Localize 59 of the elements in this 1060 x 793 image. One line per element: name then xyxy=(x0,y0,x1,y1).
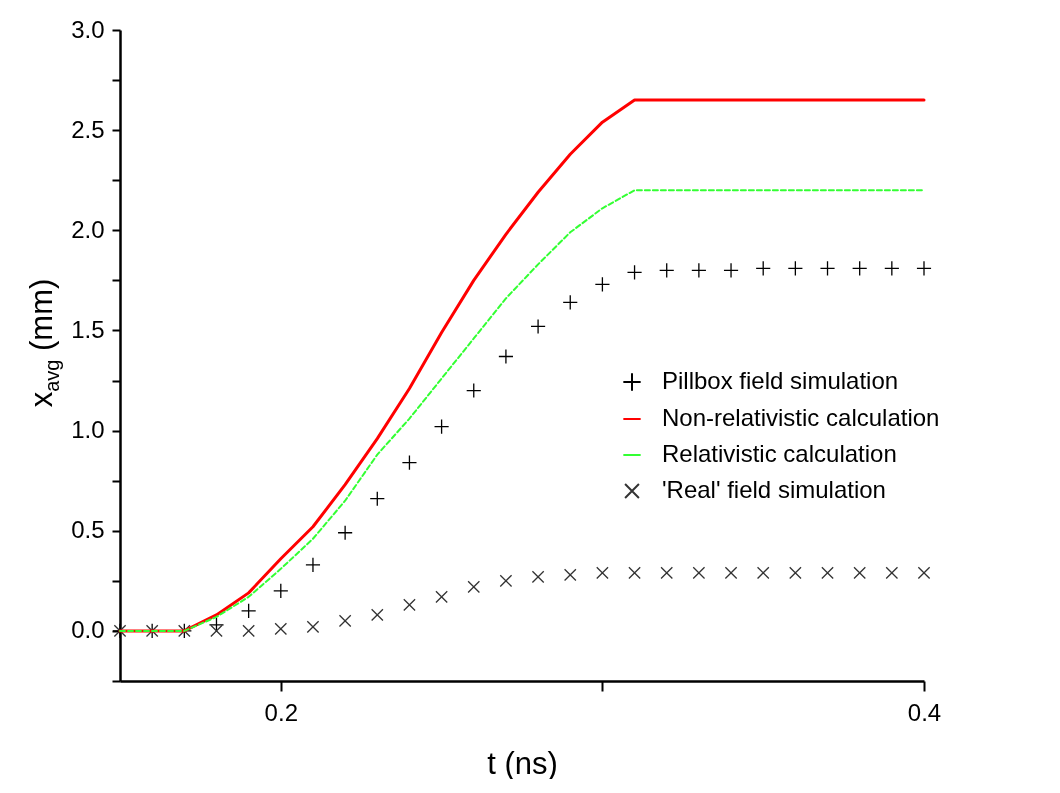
point xyxy=(435,590,448,604)
point xyxy=(789,566,802,580)
y-tick-label: 0.0 xyxy=(71,616,105,644)
point xyxy=(306,620,320,634)
point xyxy=(210,624,223,638)
point xyxy=(821,566,834,580)
point xyxy=(628,566,641,580)
y-tick-label: 0.5 xyxy=(71,516,105,544)
point xyxy=(369,491,385,507)
point xyxy=(499,574,513,588)
point xyxy=(337,525,353,541)
point xyxy=(596,566,609,580)
legend-label: Relativistic calculation xyxy=(662,440,897,467)
point xyxy=(756,566,770,580)
point xyxy=(724,566,738,580)
point xyxy=(594,276,611,293)
point xyxy=(659,262,675,279)
point xyxy=(273,583,289,599)
point xyxy=(498,348,514,365)
point xyxy=(755,260,771,277)
y-tick-label: 2.5 xyxy=(71,115,105,143)
point xyxy=(692,566,706,580)
point xyxy=(563,568,577,582)
point xyxy=(401,454,418,471)
point xyxy=(338,614,352,628)
y-tick-label: 3.0 xyxy=(71,15,105,43)
point xyxy=(403,598,416,612)
point xyxy=(884,260,900,277)
point xyxy=(691,262,707,279)
point xyxy=(851,260,868,277)
y-tick-label: 1.0 xyxy=(71,416,105,444)
point xyxy=(466,382,482,399)
legend-label: Pillbox field simulation xyxy=(662,367,899,394)
point xyxy=(370,608,384,622)
point xyxy=(467,580,481,594)
point xyxy=(433,418,450,435)
point xyxy=(530,318,546,335)
point xyxy=(242,624,255,638)
point xyxy=(274,622,288,636)
point xyxy=(305,557,321,573)
x-tick-label: 0.2 xyxy=(264,698,298,726)
point xyxy=(916,260,932,277)
point xyxy=(660,566,674,580)
point xyxy=(562,294,578,311)
point xyxy=(531,570,545,584)
point xyxy=(208,617,225,633)
point xyxy=(787,260,804,277)
point xyxy=(240,603,257,619)
point xyxy=(819,260,836,277)
y-tick-label: 1.5 xyxy=(71,315,105,343)
x-tick-label: 0.4 xyxy=(907,698,942,726)
point xyxy=(723,262,739,279)
point xyxy=(626,264,643,281)
point xyxy=(917,566,931,580)
legend-label: 'Real' field simulation xyxy=(662,476,886,503)
y-tick-label: 2.0 xyxy=(71,215,105,243)
legend-label: Non-relativistic calculation xyxy=(662,404,940,431)
point xyxy=(853,566,866,580)
point xyxy=(885,566,899,580)
